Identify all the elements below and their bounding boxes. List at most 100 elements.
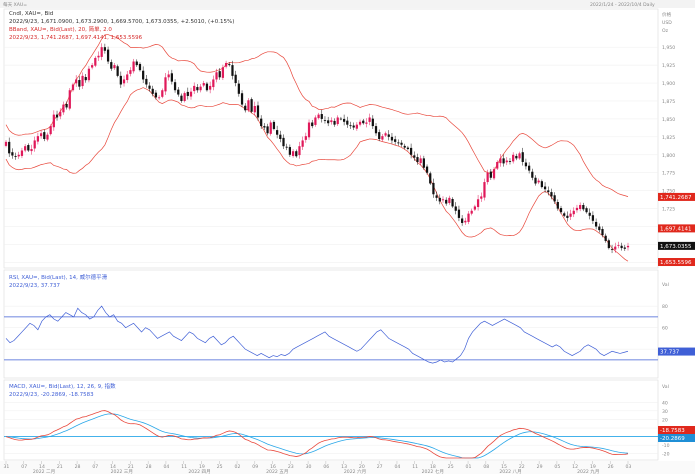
candle-body [52,114,55,128]
candle-body [62,104,65,113]
candle-body [20,150,24,156]
candle-body [330,120,333,123]
candle-body [237,83,240,94]
candle-body [594,221,598,227]
candle-body [588,212,591,216]
x-month-label: 2022 八月 [499,469,521,474]
macd-series [5,410,629,459]
candle-body [36,136,40,142]
candle-body [272,121,276,129]
candle [205,81,209,92]
candle-body [132,61,135,72]
candle [301,136,304,150]
price-tick-label: 1,850 [662,117,675,123]
candle [298,141,301,159]
x-tick-label: 15 [501,464,507,470]
candle [403,143,406,150]
candle-body [282,137,285,147]
candle-body [129,70,132,74]
candle [623,244,626,251]
candle [276,125,279,139]
candle-body [311,122,314,127]
price-axis-unit: Oz [662,28,669,34]
candle-body [575,207,579,211]
candle [260,115,263,129]
candle-body [46,134,49,140]
candle-body [346,120,349,125]
candle-body [333,120,336,125]
candle [55,110,59,121]
candle-body [27,145,30,151]
candle [617,241,620,249]
candle [14,152,17,160]
candle [75,75,78,87]
price-tick-label: 1,825 [662,135,675,141]
candle-body [250,99,253,112]
candle-body [138,63,142,71]
candle [314,115,317,127]
upper-band-tag: 1,741.2687 [658,192,695,201]
x-tick-label: 04 [163,464,169,470]
candle-body [528,165,531,171]
rsi-value-tag: 37.737 [658,347,695,356]
candle [528,162,531,174]
candle [323,116,327,124]
candle-body [336,117,339,125]
macd-line [5,410,629,459]
candle [253,101,256,116]
candle-body [582,205,585,210]
candle [256,101,260,121]
candle [164,73,167,95]
candle-body [505,160,508,163]
candle [473,204,477,212]
candle-body [483,182,486,198]
x-tick-label: 29 [537,464,543,470]
candle [499,154,502,167]
candle [336,115,339,126]
candle [438,194,441,205]
macd-panel-frame [3,379,659,461]
candle [330,117,333,125]
candle [113,62,116,70]
candle-body [448,197,451,204]
candle [406,145,410,151]
candle [425,164,429,175]
macd-legend-line1: MACD, XAU=, Bid(Last), 12, 26, 9, 指数 [9,382,116,390]
candle-body [269,122,272,134]
candle-body [371,118,374,127]
candle-body [521,152,524,162]
main-legend-line2: 2022/9/23, 1,671.0900, 1,673.2900, 1,669… [9,19,234,25]
candle-body [164,77,167,92]
x-month-label: 2022 五月 [266,469,288,474]
candle [65,101,68,110]
candle-body [196,87,199,91]
price-axis-currency2: USD [662,20,672,26]
candlestick-series [4,43,630,254]
candle-body [457,209,461,218]
candle-body [231,65,234,76]
candle-body [534,177,537,184]
bband-legend-line1: BBand, XAU=, Bid(Last), 20, 简单, 2.0 [9,25,112,33]
candle [145,75,148,88]
last-price-tag: 1,673.0355 [658,241,695,250]
candle [87,66,91,83]
candle-body [113,65,116,69]
candle-body [228,64,231,66]
candle [110,59,113,71]
candle-body [260,118,263,127]
candle-body [110,62,113,69]
candle-body [65,103,68,108]
candle [540,179,543,189]
candle [413,151,416,161]
candle [279,130,282,143]
candle [68,88,71,111]
candle-body [585,208,588,213]
candle [451,197,454,208]
x-tick-label: 21 [57,464,63,470]
x-month-label: 2022 七月 [422,468,444,474]
candle-body [598,226,601,231]
candle-body [320,114,323,119]
mid-band-tag: 1,697.4141 [658,224,695,233]
price-tick-label: 1,775 [662,171,675,177]
